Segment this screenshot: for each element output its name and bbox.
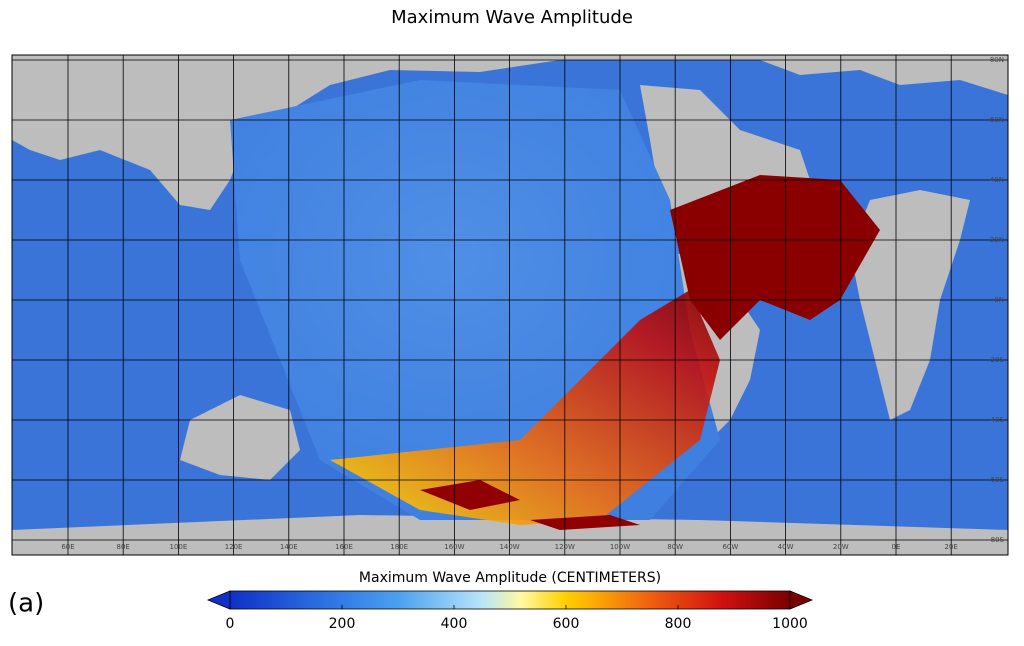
longitude-label: 20E	[945, 543, 958, 551]
colorbar-tick-label: 800	[665, 616, 692, 632]
high-amplitude-zone	[330, 290, 720, 525]
colorbar: 0 200 400 600 800 1000	[206, 590, 814, 632]
latitude-label: 0N	[994, 296, 1004, 304]
colorbar-tick-label: 0	[226, 616, 235, 632]
latitude-label: 20S	[991, 356, 1005, 364]
panel-label: (a)	[8, 589, 44, 619]
map-frame	[11, 54, 1009, 556]
colorbar-over-arrow	[789, 590, 814, 610]
colorbar-tick-label: 1000	[772, 616, 808, 632]
longitude-label: 40W	[778, 543, 794, 551]
longitude-label: 0E	[892, 543, 901, 551]
atlantic-flooding	[670, 175, 880, 340]
longitude-label: 180E	[390, 543, 408, 551]
latitude-label: 80N	[990, 56, 1004, 64]
longitude-label: 80E	[117, 543, 130, 551]
longitude-label: 80W	[667, 543, 683, 551]
latitude-label: 80S	[991, 536, 1005, 544]
latitude-label: 40N	[990, 176, 1004, 184]
hot-spot	[530, 515, 640, 530]
longitude-label: 160W	[444, 543, 464, 551]
colorbar-tick-label: 200	[329, 616, 356, 632]
longitude-label: 100E	[170, 543, 188, 551]
graticule: 60E 80E 100E 120E 140E 160E 180E 160W 140W 120W 10…	[12, 55, 1008, 555]
hot-spot	[420, 480, 520, 510]
longitude-label: 140W	[499, 543, 519, 551]
latitude-label: 60N	[990, 116, 1004, 124]
colorbar-tick-label: 600	[553, 616, 580, 632]
latitude-label: 40S	[991, 416, 1005, 424]
longitude-label: 140E	[280, 543, 298, 551]
colorbar-title: Maximum Wave Amplitude (CENTIMETERS)	[359, 570, 661, 586]
latitude-label: 20N	[990, 236, 1004, 244]
longitude-label: 120E	[225, 543, 243, 551]
colorbar-ramp	[229, 590, 791, 610]
longitude-label: 160E	[335, 543, 353, 551]
title: Maximum Wave Amplitude	[391, 7, 633, 28]
latitude-label: 60S	[991, 476, 1005, 484]
longitude-label: 60E	[61, 543, 74, 551]
longitude-label: 120W	[555, 543, 575, 551]
colorbar-tick-label: 400	[441, 616, 468, 632]
longitude-label: 20W	[833, 543, 849, 551]
longitude-label: 100W	[610, 543, 630, 551]
colorbar-under-arrow	[206, 590, 231, 610]
longitude-label: 60W	[722, 543, 738, 551]
map: 60E 80E 100E 120E 140E 160E 180E 160W 140W 120W 10…	[11, 54, 1009, 556]
